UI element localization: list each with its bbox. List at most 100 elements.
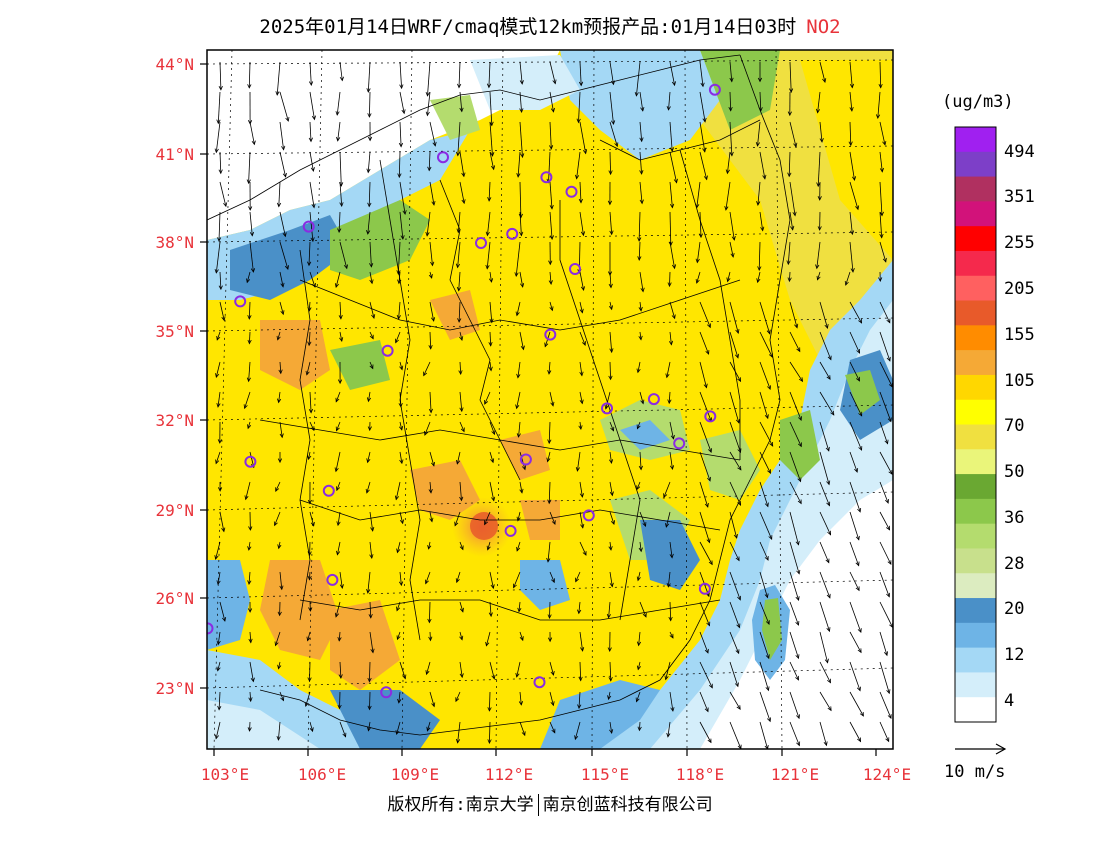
wind-arrow [724, 181, 731, 211]
wind-arrow [638, 331, 643, 341]
wind-arrow [609, 421, 615, 432]
wind-arrow [879, 181, 884, 217]
wind-arrow [789, 301, 799, 329]
wind-arrow [517, 601, 522, 613]
wind-arrow [456, 211, 461, 234]
wind-arrow [608, 541, 613, 551]
wind-arrow [638, 541, 643, 553]
wind-arrow [789, 541, 801, 575]
colorbar-swatch [955, 250, 996, 277]
wind-arrow [729, 121, 734, 157]
wind-arrow [366, 211, 371, 235]
wind-arrow [484, 511, 491, 526]
station-marker [647, 393, 660, 406]
wind-arrow [639, 91, 645, 112]
wind-arrow [487, 181, 492, 202]
wind-arrow [367, 121, 373, 142]
station-marker [708, 83, 721, 96]
lat-label: 41°N [155, 145, 194, 164]
wind-arrow [398, 421, 404, 431]
wind-arrow [665, 511, 671, 528]
wind-arrow [336, 121, 341, 142]
wind-arrow [849, 421, 863, 451]
wind-arrow [455, 241, 461, 269]
colorbar-swatch [955, 523, 996, 549]
wind-arrow [307, 541, 312, 557]
wind-arrow [759, 151, 767, 180]
wind-arrow [729, 421, 742, 454]
wind-arrow [819, 121, 824, 143]
colorbar-swatch [955, 672, 996, 698]
colorbar-frame [954, 126, 997, 723]
wind-arrow [247, 721, 252, 732]
wind-arrow [879, 121, 887, 146]
station-marker [244, 455, 257, 468]
wind-arrow [399, 61, 404, 90]
wind-arrow [399, 451, 404, 465]
wind-arrow [214, 241, 221, 274]
wind-arrow [608, 271, 613, 289]
colorbar-swatch [955, 176, 996, 202]
wind-arrow [608, 151, 613, 176]
wind-arrow [516, 151, 521, 178]
wind-arrow [608, 301, 613, 311]
wind-arrow [219, 301, 226, 322]
wind-arrow [425, 61, 431, 97]
wind-arrow [578, 61, 584, 87]
wind-arrow [819, 61, 827, 83]
wind-arrow [307, 571, 312, 581]
station-marker [234, 295, 247, 308]
wind-arrow [425, 571, 431, 585]
lat-label: 38°N [155, 233, 194, 252]
wind-arrow [789, 61, 794, 94]
wind-arrow [515, 391, 521, 410]
wind-arrow [638, 301, 643, 312]
wind-arrow [216, 331, 221, 341]
wind-arrow [789, 481, 802, 505]
wind-arrow [639, 121, 644, 143]
copyright-line: 版权所有:南京大学 南京创蓝科技有限公司 [0, 790, 1100, 816]
wind-arrow [488, 271, 494, 283]
wind-arrow [729, 301, 740, 334]
wind-arrow [668, 331, 674, 346]
wind-arrow [247, 571, 252, 586]
colorbar-label: 105 [1004, 371, 1035, 391]
wind-arrow [488, 361, 493, 372]
wind-arrow [759, 721, 769, 749]
wind-arrow [398, 121, 404, 148]
wind-arrow [546, 541, 551, 563]
wind-arrow [428, 631, 433, 642]
wind-arrow [849, 91, 854, 112]
wind-arrow [307, 661, 312, 683]
wind-arrow [669, 121, 675, 153]
wind-arrow [277, 452, 283, 464]
wind-arrow [669, 421, 675, 440]
wind-arrow [759, 331, 773, 358]
wind-arrow [548, 271, 553, 286]
wind-arrow [279, 241, 289, 270]
wind-arrow [549, 511, 556, 526]
wind-arrow [786, 241, 791, 266]
wind-arrow [665, 361, 671, 379]
wind-arrow [639, 181, 644, 205]
wind-arrow [309, 511, 315, 527]
wind-arrow [699, 691, 709, 713]
colorbar-swatch [955, 498, 996, 525]
wind-arrow [575, 451, 581, 472]
wind-arrow [516, 421, 521, 438]
wind-arrow [304, 691, 311, 707]
wind-arrow [369, 511, 375, 532]
wind-arrow [669, 61, 676, 87]
wind-arrow [519, 481, 524, 494]
wind-arrow [849, 151, 857, 182]
wind-arrow [396, 541, 401, 554]
wind-arrow [609, 211, 614, 236]
wind-arrow [819, 721, 828, 747]
wind-arrow [549, 181, 554, 210]
wind-arrow [514, 241, 521, 278]
wind-arrow [454, 511, 461, 527]
wind-arrow [849, 481, 862, 513]
wind-arrow [758, 91, 763, 112]
wind-arrow [399, 361, 404, 371]
wind-arrow [369, 631, 375, 654]
